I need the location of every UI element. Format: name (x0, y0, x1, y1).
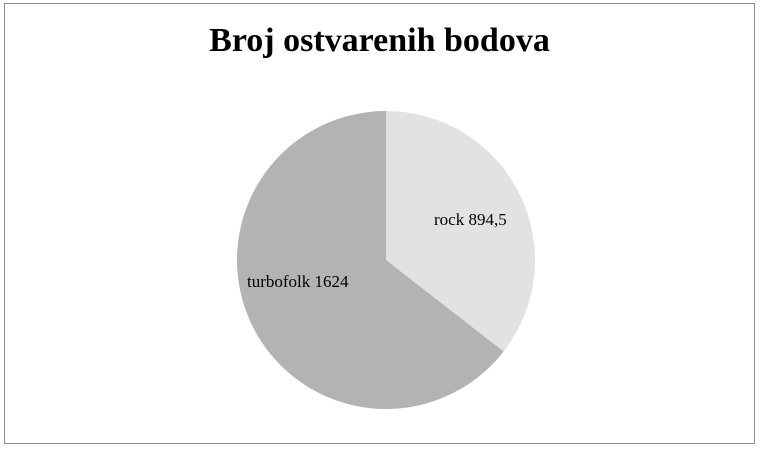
slice-label-turbofolk: turbofolk 1624 (247, 272, 349, 291)
pie-chart: rock 894,5 turbofolk 1624 (237, 111, 535, 409)
pie-slices (237, 111, 535, 409)
chart-area: Broj ostvarenih bodova rock 894,5 turbofo… (4, 3, 755, 444)
chart-title: Broj ostvarenih bodova (209, 22, 550, 59)
pie-slice-turbofolk (237, 111, 504, 409)
slice-label-rock: rock 894,5 (434, 210, 507, 229)
pie-slice-rock (386, 111, 535, 352)
pie-labels: rock 894,5 turbofolk 1624 (247, 210, 507, 291)
